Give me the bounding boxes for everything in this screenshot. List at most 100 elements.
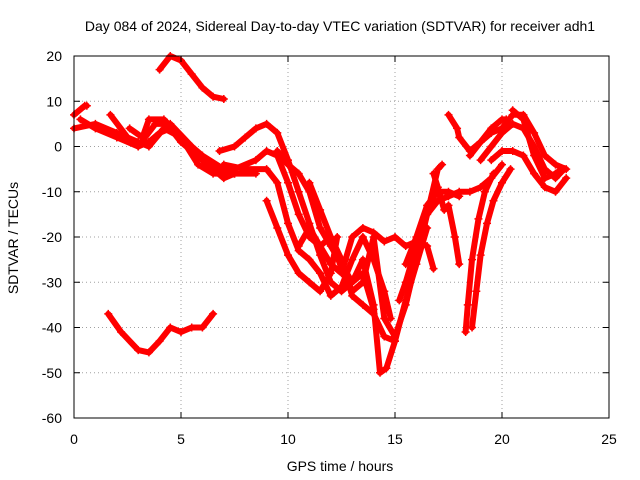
x-tick-labels: 0 5 10 15 20 25 — [70, 431, 617, 447]
data-point-marker — [369, 300, 378, 309]
data-point-marker — [155, 337, 164, 346]
data-point-marker — [380, 314, 389, 323]
data-point-marker — [476, 183, 485, 192]
data-point-marker — [273, 223, 282, 232]
data-point-marker — [326, 260, 335, 269]
data-point-marker — [159, 115, 168, 124]
data-point-marker — [305, 255, 314, 264]
data-point-marker — [508, 106, 517, 115]
data-point-marker — [104, 309, 113, 318]
data-point-marker — [198, 156, 207, 165]
series-line — [509, 107, 565, 182]
data-point-marker — [508, 147, 517, 156]
data-point-marker — [337, 282, 346, 291]
axis-ticks — [73, 55, 610, 419]
x-tick-label: 10 — [280, 431, 296, 447]
data-point-marker — [468, 323, 477, 332]
data-point-marker — [474, 214, 483, 223]
data-point-marker — [476, 137, 485, 146]
series-line — [263, 197, 341, 295]
data-point-marker — [498, 160, 506, 169]
data-point-marker — [316, 223, 325, 232]
data-point-marker — [230, 165, 239, 174]
data-point-marker — [453, 124, 462, 133]
data-point-marker — [241, 133, 250, 142]
data-point-marker — [468, 255, 477, 264]
data-point-marker — [461, 328, 470, 337]
grid — [74, 56, 609, 418]
data-point-marker — [112, 133, 121, 142]
data-point-marker — [326, 269, 335, 278]
data-point-marker — [155, 65, 164, 74]
data-point-marker — [316, 269, 325, 278]
data-point-marker — [429, 264, 438, 273]
data-point-marker — [125, 124, 134, 133]
series-trace — [508, 106, 566, 183]
data-point-marker — [209, 169, 218, 178]
data-point-marker — [358, 300, 367, 309]
data-point-marker — [530, 169, 539, 178]
data-point-marker — [391, 233, 399, 241]
data-point-marker — [348, 278, 357, 287]
data-point-marker — [155, 128, 164, 137]
data-point-marker — [251, 124, 260, 133]
chart-title: Day 084 of 2024, Sidereal Day-to-day VTE… — [85, 18, 595, 34]
data-point-marker — [498, 128, 506, 137]
data-point-marker — [91, 124, 100, 133]
data-point-marker — [376, 368, 385, 377]
data-point-marker — [230, 142, 239, 151]
data-point-marker — [440, 205, 449, 214]
data-point-marker — [187, 70, 196, 79]
y-tick-label: -60 — [42, 410, 62, 426]
data-point-marker — [401, 260, 410, 269]
data-point-marker — [284, 160, 292, 169]
data-point-marker — [476, 251, 485, 260]
series-trace — [155, 52, 228, 103]
data-point-marker — [215, 147, 224, 156]
data-point-marker — [483, 219, 492, 228]
data-point-marker — [209, 92, 218, 101]
data-point-marker — [144, 348, 153, 357]
data-point-marker — [117, 328, 126, 337]
data-point-marker — [551, 187, 560, 196]
data-point-marker — [540, 183, 549, 192]
data-point-marker — [450, 233, 459, 241]
data-point-marker — [138, 133, 147, 142]
x-tick-label: 20 — [494, 431, 510, 447]
data-point-marker — [262, 147, 271, 156]
data-point-marker — [294, 210, 303, 219]
data-point-marker — [187, 323, 196, 332]
data-point-marker — [326, 291, 335, 300]
data-point-marker — [273, 178, 282, 187]
data-point-marker — [506, 165, 515, 174]
y-tick-label: -20 — [42, 229, 62, 245]
data-point-marker — [455, 133, 464, 142]
data-point-marker — [455, 192, 464, 201]
data-point-marker — [487, 128, 496, 137]
data-point-marker — [433, 183, 442, 192]
x-tick-label: 5 — [177, 431, 185, 447]
series-line — [105, 310, 217, 356]
data-point-marker — [455, 260, 464, 269]
data-point-marker — [284, 178, 292, 187]
data-point-marker — [305, 223, 314, 232]
data-point-marker — [358, 255, 367, 264]
data-point-marker — [465, 151, 474, 160]
data-point-marker — [540, 174, 549, 183]
data-point-marker — [82, 101, 91, 110]
data-point-marker — [273, 147, 282, 156]
data-point-marker — [530, 151, 539, 160]
data-point-marker — [412, 233, 421, 241]
data-point-marker — [144, 137, 153, 146]
data-point-marker — [530, 128, 539, 137]
data-point-marker — [326, 242, 335, 251]
data-point-marker — [134, 346, 143, 355]
data-point-marker — [262, 196, 271, 205]
data-point-marker — [219, 94, 228, 103]
data-point-marker — [498, 178, 506, 187]
data-point-marker — [337, 260, 346, 269]
data-point-marker — [401, 278, 410, 287]
data-point-marker — [369, 233, 378, 241]
data-point-marker — [551, 169, 560, 178]
series-trace — [104, 309, 218, 357]
